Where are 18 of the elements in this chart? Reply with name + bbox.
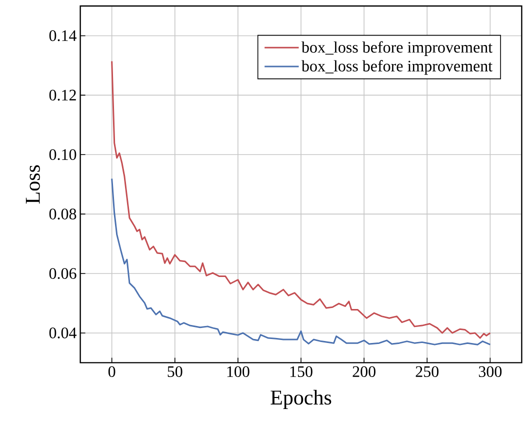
- y-tick-label: 0.14: [49, 30, 77, 42]
- x-tick-label: 50: [168, 366, 182, 378]
- x-tick-label: 200: [352, 366, 376, 378]
- y-axis-title: Loss: [26, 165, 40, 204]
- x-tick-label: 250: [416, 366, 439, 378]
- y-tick-label: 0.08: [49, 208, 76, 220]
- legend-label: box_loss before improvement: [301, 60, 492, 75]
- legend-label: box_loss before improvement: [301, 41, 492, 56]
- line-series: [111, 60, 491, 339]
- x-tick-label: 0: [108, 366, 116, 378]
- x-tick-label: 150: [290, 366, 312, 378]
- y-tick-label: 0.10: [49, 149, 76, 160]
- x-tick-label: 100: [227, 366, 250, 378]
- y-tick-label: 0.04: [49, 328, 77, 338]
- y-tick-label: 0.12: [49, 90, 76, 101]
- y-tick-label: 0.06: [49, 268, 76, 279]
- x-axis-title: Epochs: [270, 390, 332, 409]
- x-tick-label: 300: [478, 366, 502, 378]
